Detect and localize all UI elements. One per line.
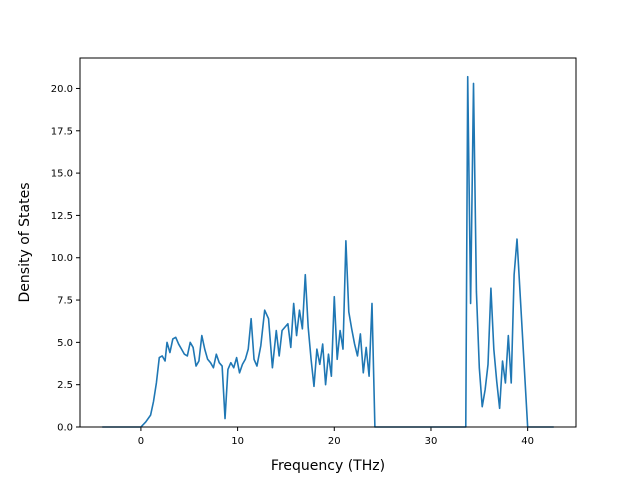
x-axis-ticks: 0 10 20 30 40 xyxy=(138,427,534,447)
x-tick-label: 20 xyxy=(328,436,341,447)
y-tick-label: 5.0 xyxy=(57,338,73,349)
x-axis-label: Frequency (THz) xyxy=(271,458,385,474)
y-axis-label: Density of States xyxy=(17,183,33,303)
y-axis-ticks: 0.0 2.5 5.0 7.5 10.0 12.5 15.0 17.5 20.0 xyxy=(51,84,80,434)
y-tick-label: 7.5 xyxy=(57,296,73,307)
x-tick-label: 10 xyxy=(231,436,244,447)
y-tick-label: 0.0 xyxy=(57,423,73,434)
y-tick-label: 15.0 xyxy=(51,169,73,180)
y-tick-label: 10.0 xyxy=(51,253,73,264)
dos-series-line xyxy=(102,75,554,428)
y-tick-label: 12.5 xyxy=(51,211,73,222)
x-tick-label: 0 xyxy=(138,436,144,447)
plot-area-frame xyxy=(79,57,577,428)
y-tick-label: 17.5 xyxy=(51,126,73,137)
x-tick-label: 40 xyxy=(521,436,534,447)
y-tick-label: 2.5 xyxy=(57,380,73,391)
x-tick-label: 30 xyxy=(425,436,438,447)
y-tick-label: 20.0 xyxy=(51,84,73,95)
